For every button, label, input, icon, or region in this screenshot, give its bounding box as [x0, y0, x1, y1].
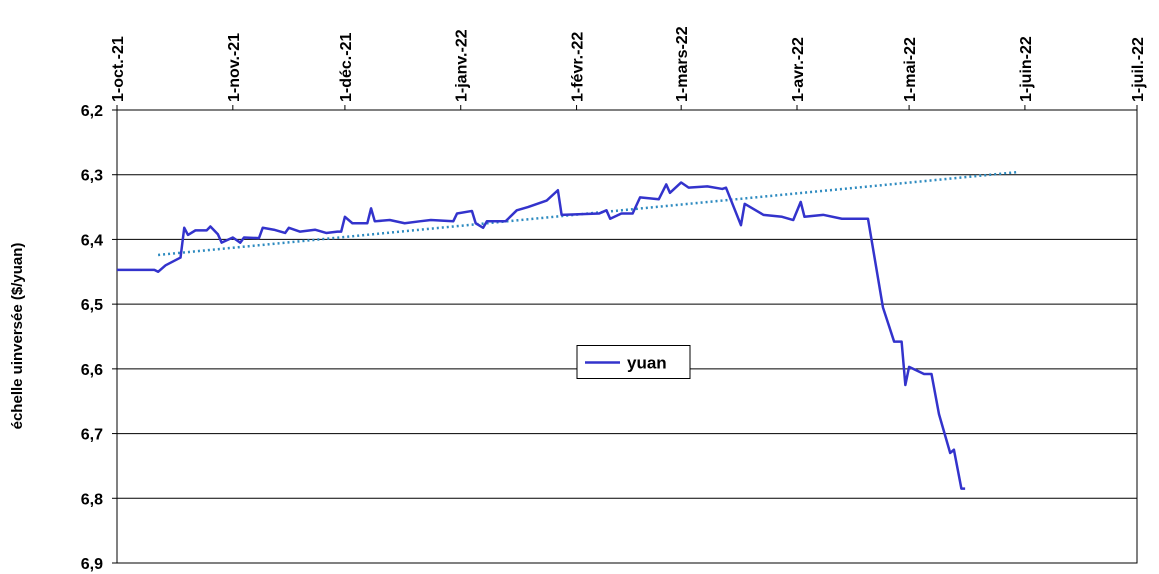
x-tick-label: 1-mai-22: [902, 37, 919, 102]
y-tick-label: 6,2: [81, 103, 103, 120]
x-tick-label: 1-févr.-22: [570, 32, 587, 102]
legend-box: [576, 345, 691, 379]
x-tick-label: 1-janv.-22: [454, 29, 471, 102]
x-tick-label: 1-mars-22: [674, 26, 691, 102]
x-tick-label: 1-déc.-21: [338, 33, 355, 102]
y-tick-label: 6,9: [81, 556, 103, 573]
y-tick-label: 6,3: [81, 168, 103, 185]
x-tick-label: 1-oct.-21: [110, 36, 127, 102]
legend-label: yuan: [627, 354, 667, 373]
y-tick-label: 6,8: [81, 491, 103, 508]
y-tick-label: 6,4: [81, 232, 103, 249]
x-tick-label: 1-nov.-21: [226, 33, 243, 102]
y-tick-label: 6,7: [81, 427, 103, 444]
plot-area: [116, 109, 1138, 564]
x-tick-label: 1-juil.-22: [1130, 37, 1147, 102]
y-tick-label: 6,6: [81, 362, 103, 379]
data-line: [117, 181, 966, 490]
x-tick-label: 1-avr.-22: [790, 37, 807, 102]
x-tick-label: 1-juin-22: [1018, 36, 1035, 102]
y-tick-label: 6,5: [81, 297, 103, 314]
y-axis-label: échelle uinversée ($/yuan): [9, 243, 26, 430]
